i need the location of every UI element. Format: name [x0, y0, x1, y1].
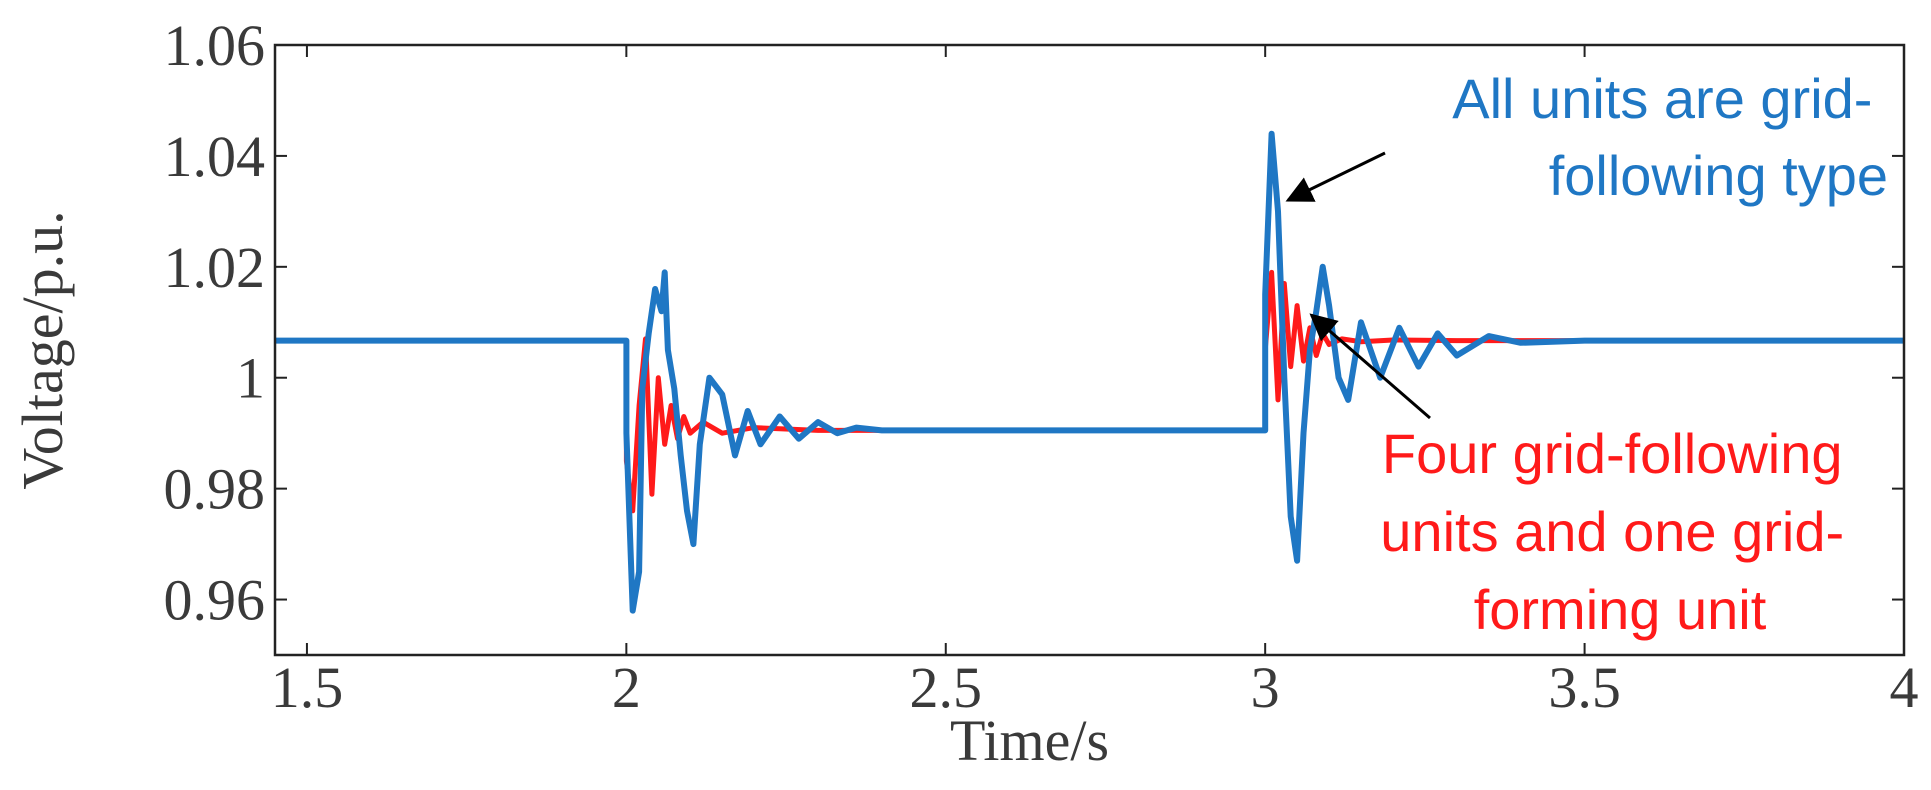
y-tick-label: 1.04	[164, 124, 266, 189]
x-tick-label: 1.5	[271, 655, 344, 720]
y-axis-title: Voltage/p.u.	[10, 210, 75, 489]
annotation-grid-following-line-1: All units are grid-	[1452, 67, 1872, 130]
annotation-grid-following: All units are grid- following type	[1452, 67, 1888, 207]
annotation-grid-forming-line-3: forming unit	[1474, 578, 1767, 641]
x-axis-title: Time/s	[950, 708, 1109, 773]
annotation-grid-forming-line-2: units and one grid-	[1380, 500, 1844, 563]
x-tick-label: 3.5	[1548, 655, 1621, 720]
annotations: All units are grid- following type Four …	[1285, 67, 1888, 641]
y-tick-label: 1.06	[164, 13, 266, 78]
x-tick-label: 4	[1890, 655, 1919, 720]
plot-area-frame	[273, 43, 1906, 657]
x-tick-label: 3	[1251, 655, 1280, 720]
x-tick-label: 2	[612, 655, 641, 720]
x-tick-label: 2.5	[910, 655, 983, 720]
annotation-arrow-grid-following	[1285, 151, 1386, 202]
annotation-grid-forming-line-1: Four grid-following	[1382, 422, 1843, 485]
y-tick-label: 0.96	[164, 568, 266, 633]
y-tick-label: 1	[236, 346, 265, 411]
annotation-grid-following-line-2: following type	[1549, 144, 1888, 207]
series-line-2	[275, 130, 1904, 614]
y-tick-label: 1.02	[164, 235, 266, 300]
y-tick-label: 0.98	[164, 457, 266, 522]
annotation-grid-forming: Four grid-following units and one grid- …	[1380, 422, 1859, 641]
axis-ticks: 1.5 2 2.5 3 3.5 4 0.96 0.98 1 1.02 1.04 1.06	[164, 13, 1919, 720]
annotation-arrow-grid-forming	[1309, 313, 1431, 420]
